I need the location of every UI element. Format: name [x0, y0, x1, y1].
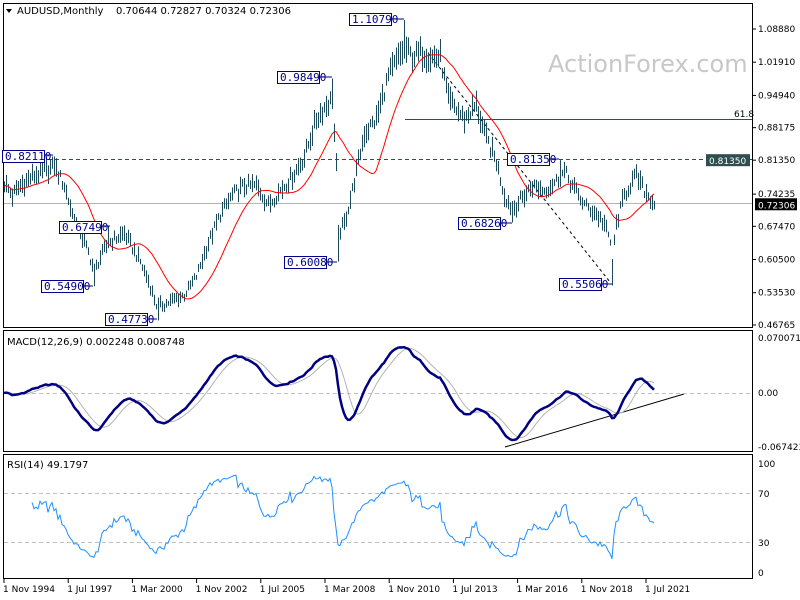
watermark: ActionForex.com — [548, 50, 748, 78]
rsi-title: RSI(14) 49.1797 — [7, 460, 88, 471]
x-tick-label: 1 Jul 2005 — [260, 585, 305, 595]
x-tick-label: 1 Jul 2021 — [645, 585, 690, 595]
pivot-label-box — [458, 217, 501, 230]
pivot-label: 0.67490 — [62, 221, 108, 234]
macd-tick-label: 0.070071 — [758, 334, 800, 344]
y-tick-label: 1.01910 — [758, 58, 795, 68]
diagonal-trendline[interactable] — [427, 52, 611, 283]
x-tick-label: 1 Nov 2010 — [388, 585, 440, 595]
y-tick-label: 0.88175 — [758, 124, 795, 134]
macd-tick-label: -0.067423 — [758, 443, 800, 453]
y-tick-label: 0.81350 — [758, 156, 795, 166]
macd-trendline[interactable] — [504, 393, 685, 448]
rsi-tick-label: 70 — [758, 490, 770, 500]
y-tick-label: 0.60500 — [758, 256, 795, 266]
resistance-price-tag-label: 0.81350 — [709, 157, 746, 167]
x-tick-label: 1 Jul 2013 — [452, 585, 497, 595]
macd-line — [3, 345, 655, 442]
pivot-label: 1.10790 — [352, 13, 398, 26]
pivot-label: 0.81350 — [510, 153, 556, 166]
y-tick-label: 0.94940 — [758, 91, 795, 101]
y-tick-label: 1.08880 — [758, 25, 795, 35]
moving-average-line — [3, 54, 655, 300]
x-tick-label: 1 Nov 1994 — [3, 585, 55, 595]
rsi-tick-label: 0 — [758, 569, 764, 579]
pivot-labels: 0.82110 0.67490 0.54900 0.47730 0.98490 0.600… — [2, 13, 612, 326]
current-price-tag-label: 0.72306 — [758, 201, 795, 211]
pivot-label: 0.82110 — [5, 150, 51, 163]
x-tick-label: 1 Nov 2002 — [196, 585, 248, 595]
x-tick-label: 1 Mar 2016 — [517, 585, 569, 595]
pivot-label-box — [59, 221, 102, 234]
pivot-label: 0.98490 — [280, 71, 326, 84]
pivot-label: 0.60080 — [287, 256, 333, 269]
rsi-tick-label: 100 — [758, 460, 775, 470]
rsi-line — [31, 474, 655, 559]
pivot-label: 0.54900 — [44, 280, 90, 293]
pivot-label-box — [507, 153, 550, 166]
macd-title: MACD(12,26,9) 0.002248 0.008748 — [7, 337, 185, 348]
pivot-label-box — [2, 150, 45, 163]
resistance-price-tag — [706, 154, 750, 167]
x-tick-label: 1 Nov 2018 — [581, 585, 633, 595]
pivot-label: 0.55060 — [562, 278, 608, 291]
symbol-timeframe: AUDUSD,Monthly — [17, 6, 104, 17]
current-price-tag — [755, 198, 797, 211]
rsi-tick-label: 30 — [758, 539, 770, 549]
macd-signal-line — [3, 347, 655, 439]
y-tick-label: 0.74235 — [758, 190, 795, 200]
y-tick-label: 0.46765 — [758, 321, 795, 331]
time-axis: 1 Nov 1994 1 Jul 1997 1 Mar 2000 1 Nov 2002… — [3, 579, 690, 595]
pivot-label-box — [277, 71, 320, 84]
y-tick-label: 0.67470 — [758, 222, 795, 232]
pivot-label-box — [284, 256, 327, 269]
rsi-pane — [3, 454, 753, 579]
ohlc-readout: 0.70644 0.72827 0.70324 0.72306 — [116, 6, 291, 17]
pivot-label-box — [559, 278, 602, 291]
fib-label: 61.8 — [734, 110, 754, 120]
price-pane — [3, 3, 753, 328]
macd-pane — [3, 330, 753, 452]
pivot-label: 0.47730 — [108, 313, 154, 326]
x-tick-label: 1 Mar 2000 — [131, 585, 183, 595]
x-tick-label: 1 Mar 2008 — [324, 585, 376, 595]
dropdown-triangle-icon[interactable] — [6, 9, 12, 13]
x-tick-label: 1 Jul 1997 — [67, 585, 112, 595]
macd-tick-label: 0.00 — [758, 389, 778, 399]
pivot-label-box — [105, 313, 148, 326]
price-axis: 1.08880 1.01910 0.94940 0.88175 0.81350 0.742… — [706, 25, 800, 579]
pivot-label: 0.68260 — [461, 217, 507, 230]
pivot-label-box — [349, 13, 392, 26]
y-tick-label: 0.53530 — [758, 289, 795, 299]
pivot-label-box — [41, 280, 84, 293]
